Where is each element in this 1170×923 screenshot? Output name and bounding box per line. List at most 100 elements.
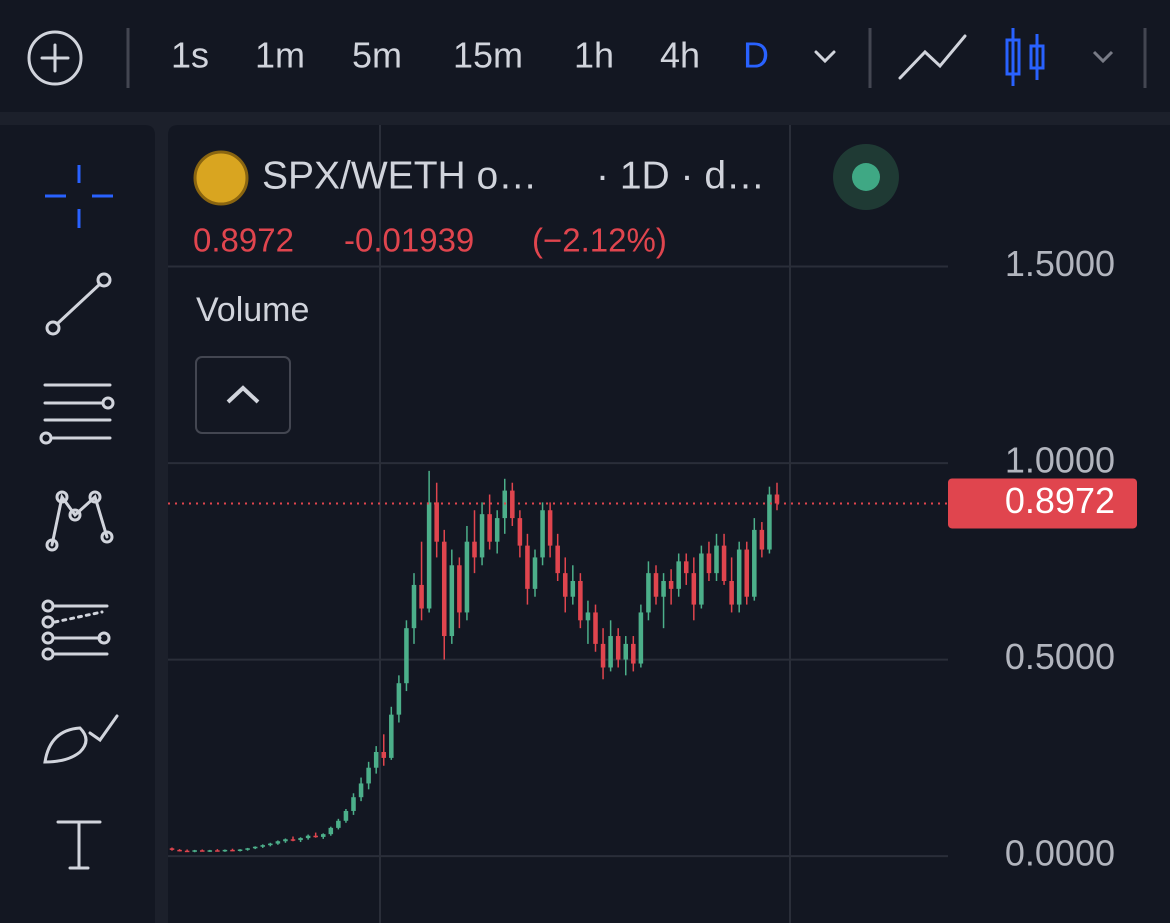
pattern-tool[interactable] bbox=[45, 490, 114, 552]
candle-body bbox=[691, 573, 697, 605]
candle-body bbox=[283, 839, 288, 842]
candle-body bbox=[487, 514, 492, 542]
indicator-name: Volume bbox=[196, 291, 309, 329]
add-button[interactable] bbox=[27, 30, 83, 86]
candle-body bbox=[252, 846, 258, 849]
candle-body bbox=[744, 549, 750, 597]
candle-body bbox=[615, 636, 621, 660]
candle-body bbox=[268, 843, 273, 846]
timeframe-button[interactable]: D bbox=[743, 35, 769, 76]
timeframe-button[interactable]: 15m bbox=[453, 35, 523, 76]
chart-panel bbox=[168, 125, 1170, 923]
candle-body bbox=[661, 581, 666, 597]
candle-body bbox=[517, 518, 523, 546]
text-tool[interactable] bbox=[56, 820, 102, 870]
y-tick-label: 1.5000 bbox=[1005, 243, 1115, 284]
chart-type-dropdown[interactable] bbox=[1092, 50, 1114, 64]
candle-body bbox=[358, 783, 364, 798]
candle-body bbox=[774, 494, 780, 504]
candle-body bbox=[366, 767, 371, 784]
timeframe-button[interactable]: 4h bbox=[660, 35, 700, 76]
candle-body bbox=[169, 848, 175, 850]
trend-line-tool[interactable] bbox=[45, 272, 112, 336]
candle-body bbox=[464, 541, 470, 613]
candle-body bbox=[608, 636, 613, 668]
candle-body bbox=[275, 841, 281, 844]
candle-body bbox=[237, 849, 243, 851]
y-tick-label: 0.0000 bbox=[1005, 833, 1115, 874]
fib-tool[interactable] bbox=[39, 383, 115, 445]
candle-body bbox=[396, 683, 402, 715]
candle-body bbox=[426, 502, 432, 609]
left-toolbar bbox=[0, 125, 155, 923]
last-price-label: 0.8972 bbox=[1005, 480, 1115, 521]
candle-body bbox=[646, 573, 651, 613]
timeframe-button[interactable]: 5m bbox=[352, 35, 402, 76]
top-toolbar bbox=[0, 0, 1170, 112]
status-dot bbox=[852, 163, 880, 191]
candle-body bbox=[449, 565, 455, 637]
price-change: -0.01939 bbox=[344, 222, 474, 259]
candle-body bbox=[404, 628, 409, 684]
crosshair-tool[interactable] bbox=[45, 165, 113, 228]
candle-body bbox=[676, 561, 681, 589]
candle-body bbox=[260, 845, 266, 847]
candle-body bbox=[222, 849, 228, 852]
collapse-button[interactable] bbox=[195, 356, 291, 434]
candle-body bbox=[381, 752, 387, 758]
timeframe-button[interactable]: 1m bbox=[255, 35, 305, 76]
candle-body bbox=[373, 752, 379, 768]
candle-body bbox=[525, 545, 530, 589]
candle-body bbox=[472, 541, 477, 558]
candle-body bbox=[540, 510, 545, 558]
candle-chart-button[interactable] bbox=[1005, 28, 1045, 86]
timeframe-button[interactable]: 1h bbox=[574, 35, 614, 76]
last-price-tag bbox=[948, 478, 1137, 529]
candle-body bbox=[555, 545, 560, 574]
timeframe-dropdown[interactable] bbox=[814, 50, 836, 64]
candle-body bbox=[585, 612, 591, 621]
candle-body bbox=[441, 541, 447, 637]
candle-body bbox=[457, 565, 462, 613]
timeframe-button[interactable]: 1s bbox=[171, 35, 209, 76]
candle-body bbox=[578, 581, 583, 621]
candle-body bbox=[683, 561, 689, 574]
candle-body bbox=[389, 714, 394, 758]
last-price: 0.8972 bbox=[193, 222, 294, 259]
candle-body bbox=[593, 612, 598, 644]
candle-body bbox=[623, 643, 629, 660]
candle-body bbox=[199, 850, 205, 852]
projection-tool[interactable] bbox=[41, 599, 111, 661]
candle-body bbox=[479, 514, 485, 558]
candle-body bbox=[207, 850, 213, 852]
candle-body bbox=[494, 518, 500, 542]
candle-body bbox=[230, 849, 235, 852]
candle-body bbox=[305, 835, 311, 839]
candle-body bbox=[313, 835, 318, 838]
symbol: SPX/WETH o… bbox=[262, 154, 537, 197]
y-tick-label: 1.0000 bbox=[1005, 440, 1115, 481]
candle-body bbox=[532, 557, 538, 589]
candle-body bbox=[570, 581, 576, 597]
candle-body bbox=[328, 827, 334, 835]
candle-body bbox=[600, 643, 606, 668]
candle-body bbox=[721, 545, 727, 581]
candle-body bbox=[547, 510, 553, 546]
candle-body bbox=[631, 643, 636, 664]
candle-body bbox=[336, 820, 341, 828]
y-tick-label: 0.5000 bbox=[1005, 636, 1115, 677]
candle-body bbox=[706, 553, 712, 574]
candle-body bbox=[638, 612, 644, 664]
candle-body bbox=[351, 797, 356, 811]
brush-tool[interactable] bbox=[43, 714, 119, 764]
candle-body bbox=[759, 529, 765, 550]
token-icon bbox=[193, 150, 249, 206]
candle-body bbox=[736, 549, 742, 605]
candle-body bbox=[298, 838, 303, 841]
candle-body bbox=[668, 581, 674, 589]
candle-body bbox=[699, 553, 704, 605]
line-chart-button[interactable] bbox=[898, 34, 967, 80]
candle-body bbox=[320, 834, 326, 837]
candle-body bbox=[215, 850, 220, 852]
